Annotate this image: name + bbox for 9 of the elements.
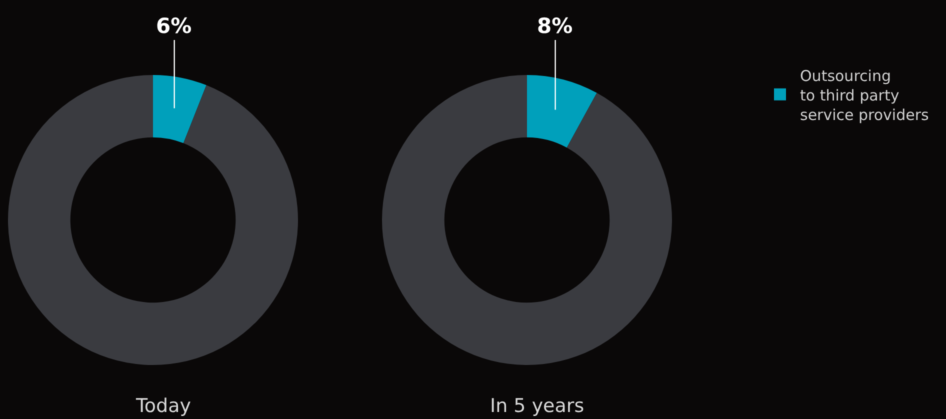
- donut-slice: [527, 75, 597, 148]
- text: In 5 years: [490, 395, 584, 417]
- text: Today: [135, 395, 191, 417]
- data-label: 6%: [156, 14, 192, 38]
- donut-slice: [153, 75, 206, 144]
- donut-slice: [8, 75, 298, 365]
- legend-label: Outsourcing to third party service providers: [800, 66, 929, 124]
- donut-slice: [382, 75, 672, 365]
- data-label: 8%: [537, 14, 573, 38]
